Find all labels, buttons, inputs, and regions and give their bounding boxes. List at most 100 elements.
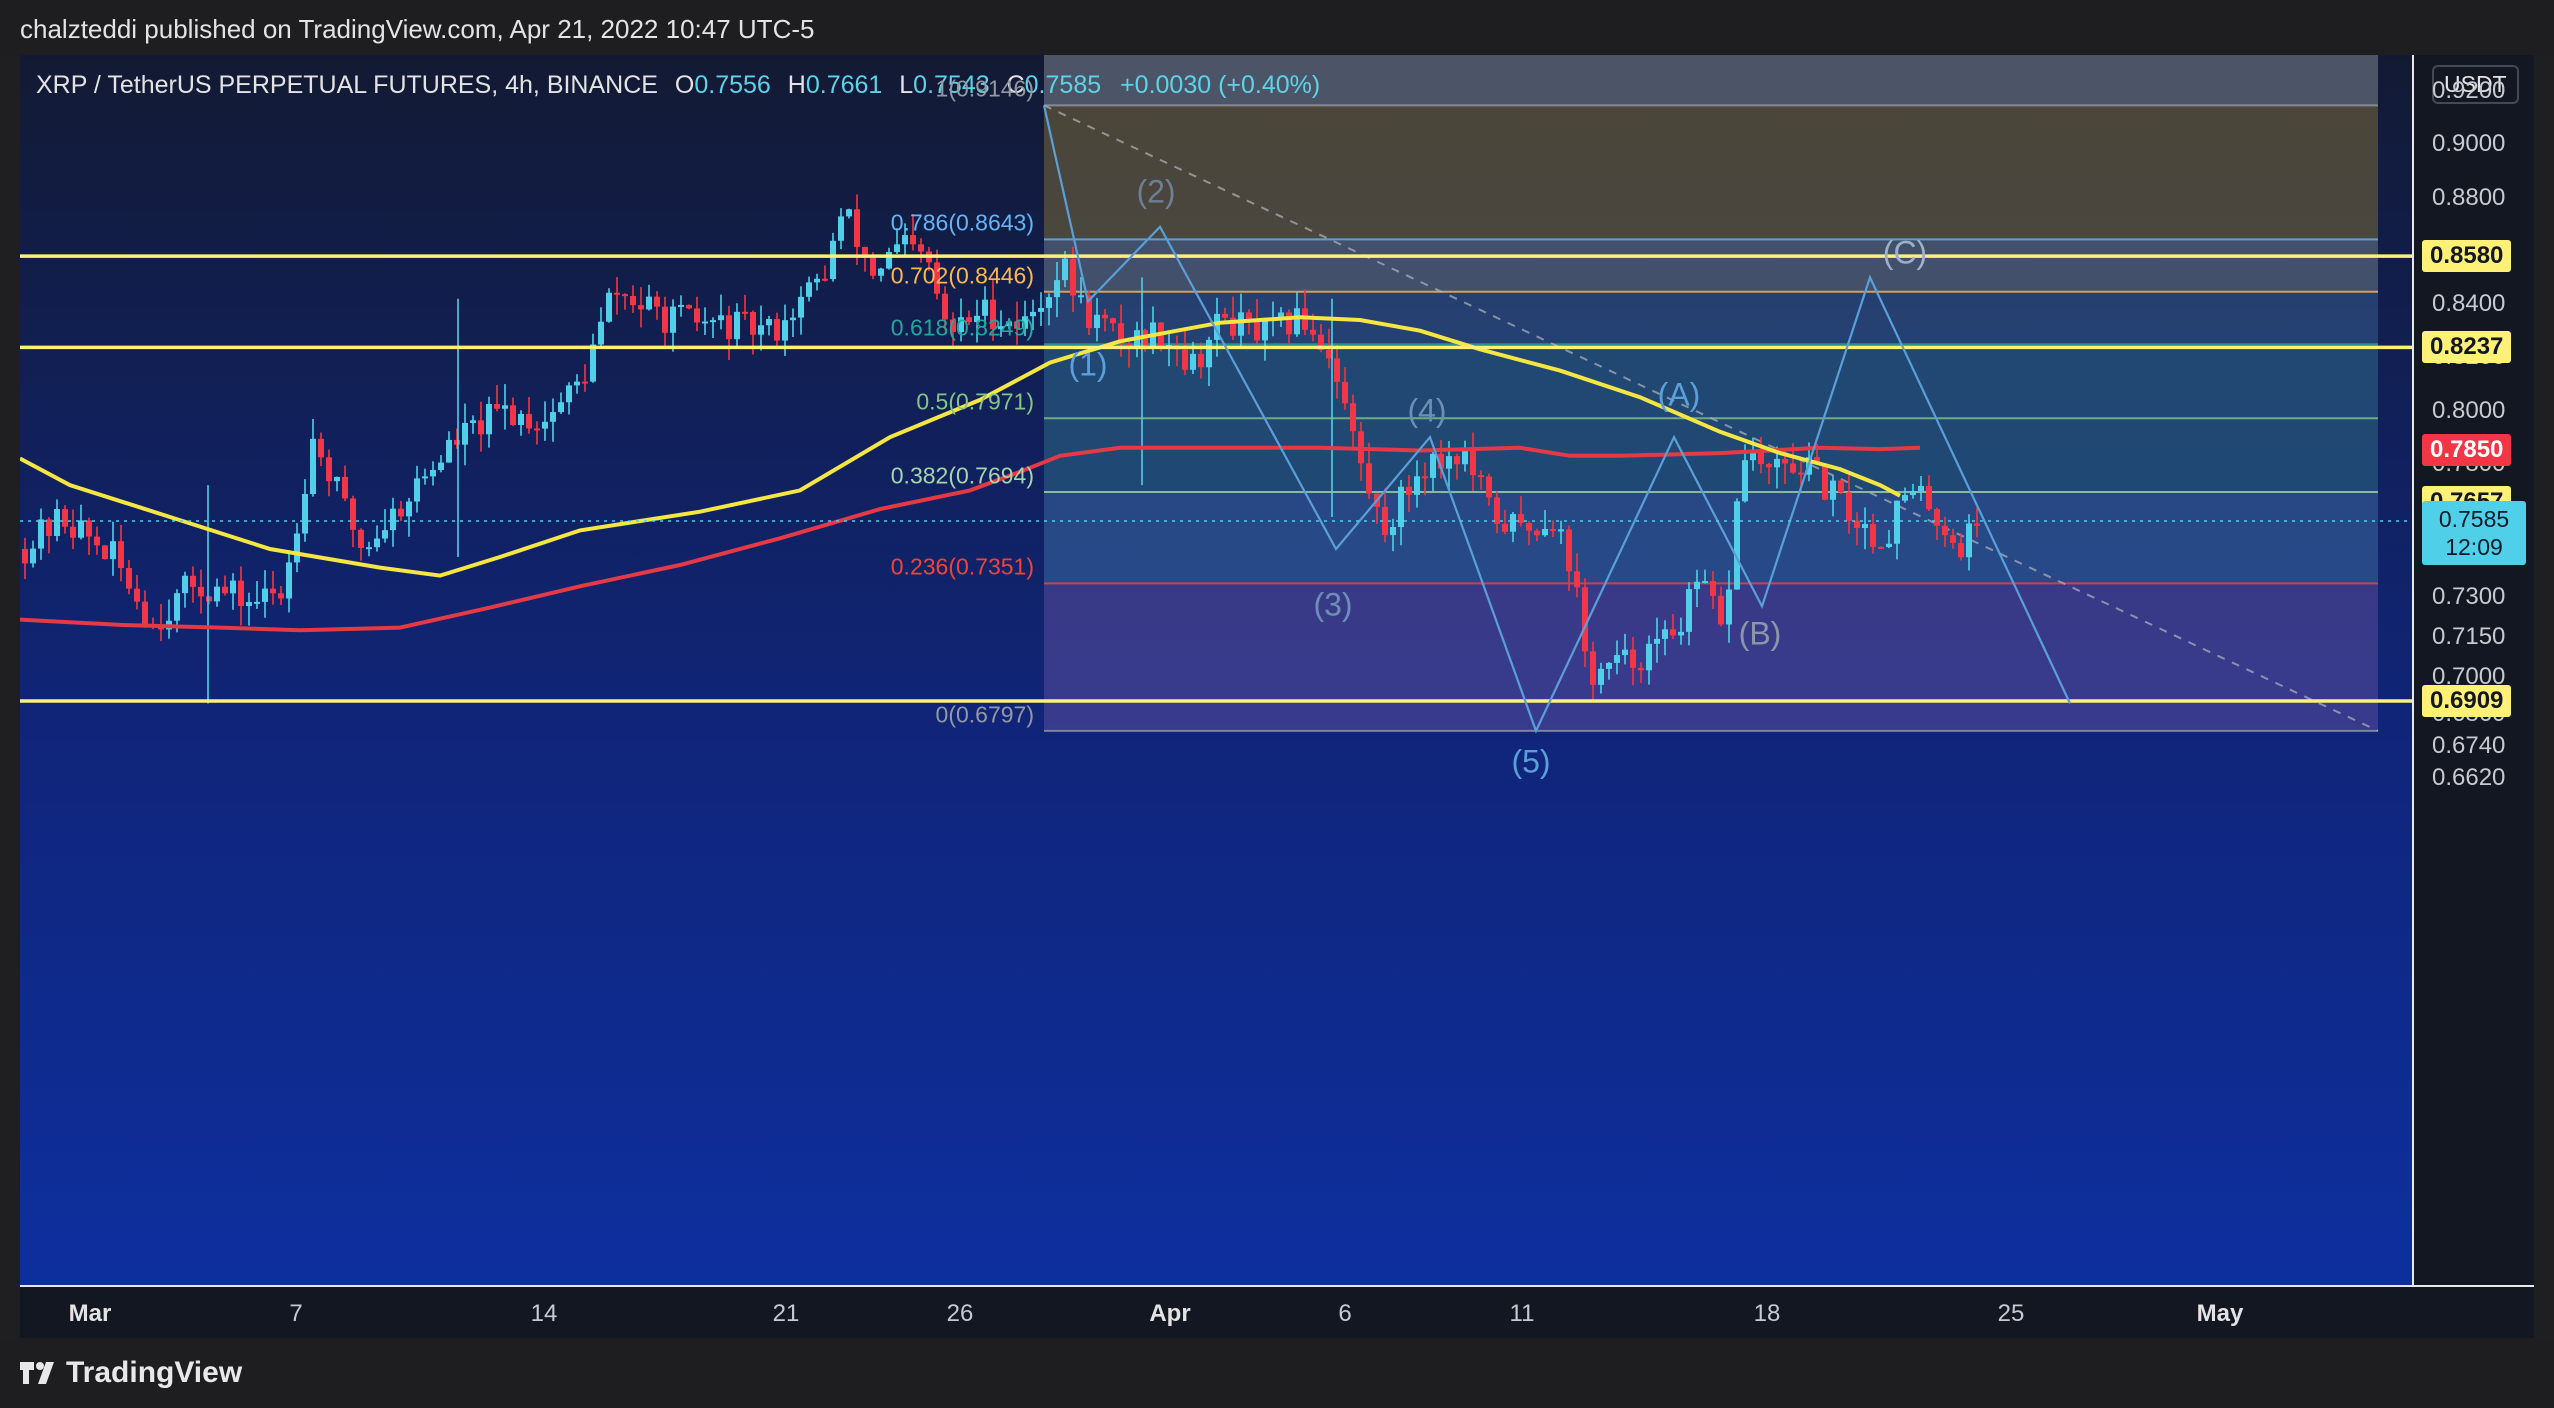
candle-body — [1462, 449, 1468, 465]
candle-body — [478, 420, 484, 435]
candle-body — [1422, 476, 1428, 479]
candle-body — [798, 296, 804, 318]
candle-body — [1854, 520, 1860, 528]
candle-body — [1022, 316, 1028, 329]
candle-body — [1830, 480, 1836, 500]
candle-body — [1030, 311, 1036, 317]
fib-zone — [1044, 239, 2378, 292]
candle-body — [214, 586, 220, 602]
candle-body — [1382, 506, 1388, 536]
symbol-name[interactable]: XRP / TetherUS PERPETUAL FUTURES, 4h, BI… — [36, 71, 658, 99]
wave-path — [1042, 105, 2071, 734]
time-axis[interactable] — [20, 1285, 2534, 1338]
symbol-legend: XRP / TetherUS PERPETUAL FUTURES, 4h, BI… — [36, 71, 1320, 100]
candle-body — [1622, 649, 1628, 656]
candle-body — [934, 262, 940, 294]
candle-body — [86, 520, 92, 537]
candle-body — [1350, 403, 1356, 432]
wave-label: (5) — [1511, 743, 1551, 780]
price-tick: 0.9200 — [2432, 77, 2506, 104]
candle-body — [1086, 295, 1092, 329]
time-tick: May — [2196, 1300, 2244, 1327]
candle-body — [774, 319, 780, 341]
candle-body — [1614, 655, 1620, 663]
candle-body — [174, 593, 180, 621]
candle-body — [846, 209, 852, 217]
candle-body — [494, 403, 500, 409]
candle-body — [1710, 581, 1716, 596]
time-tick: 7 — [289, 1300, 303, 1327]
candle-body — [486, 403, 492, 435]
candle-body — [46, 519, 52, 536]
candle-body — [1758, 452, 1764, 464]
candle-body — [1118, 323, 1124, 345]
candle-body — [766, 319, 772, 326]
candle-body — [1198, 353, 1204, 368]
candle-body — [1878, 546, 1884, 549]
candle-body — [1542, 528, 1548, 536]
chart-frame[interactable]: XRP / TetherUS PERPETUAL FUTURES, 4h, BI… — [20, 55, 2534, 1338]
candle-body — [1366, 463, 1372, 494]
ma-slow-line — [20, 445, 1921, 633]
candle-body — [62, 509, 68, 527]
candle-body — [1526, 522, 1532, 531]
candle-body — [374, 538, 380, 548]
candle-body — [1646, 643, 1652, 671]
candle-body — [894, 244, 900, 252]
open-value: 0.7556 — [694, 71, 771, 99]
fib-trend-line — [1043, 104, 2379, 732]
candle-body — [726, 315, 732, 340]
candle-body — [454, 439, 460, 445]
bar-countdown: 12:09 — [2445, 534, 2503, 561]
candle-body — [1214, 313, 1220, 340]
price-level-label: 0.8237 — [2422, 331, 2512, 364]
wave-label: (2) — [1136, 173, 1176, 210]
candle-body — [678, 304, 684, 307]
candle-body — [1510, 514, 1516, 532]
currency-button[interactable]: USDT — [2432, 65, 2519, 104]
candle-body — [670, 306, 676, 333]
candle-body — [54, 509, 60, 536]
candle-body — [838, 216, 844, 241]
candle-body — [822, 278, 828, 281]
time-tick: 21 — [772, 1300, 800, 1327]
candle-body — [1318, 334, 1324, 350]
candle-body — [1430, 453, 1436, 478]
candle-body — [230, 580, 236, 594]
publisher-text: chalzteddi published on TradingView.com,… — [20, 14, 815, 44]
candle-body — [1630, 649, 1636, 668]
candle-body — [1286, 312, 1292, 335]
candle-body — [886, 251, 892, 269]
chart-canvas[interactable] — [20, 55, 2534, 1338]
time-tick: 25 — [1997, 1300, 2025, 1327]
candle-body — [1886, 543, 1892, 548]
candle-body — [470, 420, 476, 423]
price-level-label: 0.6909 — [2422, 685, 2512, 718]
candle-body — [1454, 456, 1460, 465]
candle-body — [542, 421, 548, 429]
candle-body — [1590, 651, 1596, 685]
candle-body — [1846, 492, 1852, 521]
candle-body — [654, 296, 660, 307]
candle-body — [350, 498, 356, 530]
candle-body — [1254, 319, 1260, 341]
candle-body — [1798, 472, 1804, 475]
fib-zone — [1044, 291, 2378, 345]
candle-body — [990, 299, 996, 330]
candle-body — [566, 385, 572, 403]
candle-body — [1046, 297, 1052, 308]
footer-bar: TradingView — [0, 1338, 2554, 1408]
candle-body — [622, 294, 628, 297]
candle-body — [1870, 524, 1876, 547]
candle-body — [998, 326, 1004, 330]
tradingview-logo[interactable]: TradingView — [20, 1356, 242, 1390]
price-tick: 0.7150 — [2432, 622, 2506, 650]
candle-body — [1950, 535, 1956, 543]
candle-body — [1574, 571, 1580, 588]
candle-body — [830, 240, 836, 279]
candle-body — [1414, 476, 1420, 495]
candle-body — [1654, 638, 1660, 644]
fib-zone — [1044, 105, 2378, 240]
candle-body — [94, 536, 100, 546]
price-tick: 0.9000 — [2432, 130, 2506, 158]
